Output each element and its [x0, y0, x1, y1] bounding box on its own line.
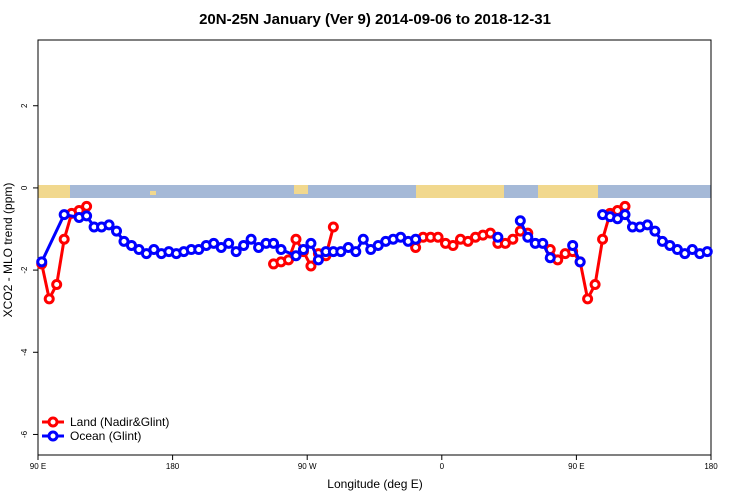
y-tick-label: 0 — [20, 185, 29, 190]
point — [649, 225, 661, 237]
point — [58, 209, 70, 221]
y-tick-label: -2 — [20, 266, 29, 274]
point — [43, 293, 55, 305]
point — [290, 250, 302, 262]
point — [230, 246, 242, 258]
point — [544, 252, 556, 264]
x-tick-label: 90 E — [568, 462, 584, 471]
legend-label: Ocean (Glint) — [70, 429, 141, 443]
point — [103, 219, 115, 231]
point — [641, 219, 653, 231]
point — [305, 260, 317, 272]
point — [514, 215, 526, 227]
x-tick-label: 90 E — [30, 462, 46, 471]
point — [619, 209, 631, 221]
point — [268, 237, 280, 249]
point — [432, 231, 444, 243]
point — [350, 246, 362, 258]
x-tick-label: 0 — [440, 462, 445, 471]
point — [223, 237, 235, 249]
legend-marker — [47, 430, 59, 442]
point — [36, 256, 48, 268]
point — [574, 256, 586, 268]
point — [238, 239, 250, 251]
point — [507, 233, 519, 245]
point — [567, 239, 579, 251]
point — [327, 221, 339, 233]
x-tick-label: 180 — [166, 462, 180, 471]
point — [537, 237, 549, 249]
point — [290, 233, 302, 245]
y-tick-label: -6 — [20, 430, 29, 438]
point — [81, 210, 93, 222]
y-tick-label: 2 — [20, 103, 29, 108]
point — [492, 231, 504, 243]
point — [312, 254, 324, 266]
point — [305, 237, 317, 249]
point — [245, 233, 257, 245]
plot-frame — [37, 39, 712, 456]
legend-label: Land (Nadir&Glint) — [70, 415, 169, 429]
map-strip — [38, 185, 711, 198]
x-tick-label: 180 — [704, 462, 718, 471]
x-tick-label: 90 W — [298, 462, 317, 471]
point — [582, 293, 594, 305]
y-axis-label: XCO2 - MLO trend (ppm) — [1, 183, 15, 318]
point — [522, 231, 534, 243]
chart-title: 20N-25N January (Ver 9) 2014-09-06 to 20… — [199, 11, 551, 28]
point — [297, 244, 309, 256]
point — [111, 225, 123, 237]
point — [589, 278, 601, 290]
point — [58, 233, 70, 245]
x-axis-label: Longitude (deg E) — [327, 477, 422, 491]
point — [447, 239, 459, 251]
point — [275, 244, 287, 256]
point — [357, 233, 369, 245]
point — [81, 200, 93, 212]
y-tick-label: -4 — [20, 348, 29, 356]
point — [701, 246, 713, 258]
point — [597, 233, 609, 245]
legend-marker — [47, 416, 59, 428]
point — [51, 278, 63, 290]
point — [410, 233, 422, 245]
